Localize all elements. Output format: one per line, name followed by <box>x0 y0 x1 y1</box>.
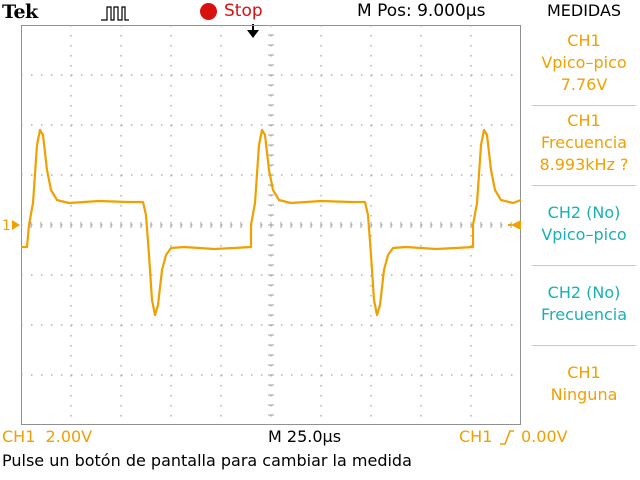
status-hint: Pulse un botón de pantalla para cambiar … <box>2 451 412 470</box>
trigger-source-readout: CH1 <box>459 427 493 446</box>
measure-slot-5-source: CH1 <box>567 363 601 382</box>
measure-slot-4-type: Frecuencia <box>540 305 628 324</box>
measure-slot-5-type: Ninguna <box>550 385 618 404</box>
menu-divider <box>532 185 636 186</box>
measure-menu-title: MEDIDAS <box>546 1 622 20</box>
ch1-vertical-scale-readout: CH1 2.00V <box>2 427 93 446</box>
measure-slot-1-type: Vpico–pico <box>541 53 627 72</box>
ch1-ground-marker: 1 <box>2 218 20 234</box>
timebase-readout: M 25.0µs <box>268 427 342 446</box>
measure-slot-2-type: Frecuencia <box>540 133 628 152</box>
ch1-ground-arrow-icon <box>12 220 20 230</box>
pulse-icon <box>101 6 129 21</box>
graticule-grid <box>21 25 521 425</box>
measure-slot-1-value: 7.76V <box>560 75 608 94</box>
menu-divider <box>532 105 636 106</box>
ch1-ground-marker-label: 1 <box>2 218 11 234</box>
measure-slot-3-source: CH2 (No) <box>547 203 621 222</box>
stop-indicator-icon <box>200 3 217 20</box>
measure-slot-3-button[interactable]: CH2 (No) Vpico–pico <box>528 202 640 246</box>
menu-divider <box>532 265 636 266</box>
menu-divider <box>532 345 636 346</box>
measure-slot-4-button[interactable]: CH2 (No) Frecuencia <box>528 282 640 326</box>
measure-slot-1-button[interactable]: CH1 Vpico–pico 7.76V <box>528 30 640 96</box>
measure-slot-1-source: CH1 <box>567 31 601 50</box>
brand-logo: Tek <box>2 1 38 23</box>
measure-slot-3-type: Vpico–pico <box>541 225 627 244</box>
waveform-display <box>21 25 521 425</box>
rising-edge-icon <box>500 430 514 445</box>
trigger-level-marker-icon <box>508 220 521 230</box>
horizontal-position-readout: M Pos: 9.000µs <box>357 1 486 21</box>
ch1-waveform <box>21 128 521 317</box>
measure-slot-4-source: CH2 (No) <box>547 283 621 302</box>
trigger-level-readout: 0.00V <box>521 427 568 446</box>
measure-slot-5-button[interactable]: CH1 Ninguna <box>528 362 640 406</box>
measure-slot-2-source: CH1 <box>567 111 601 130</box>
measure-slot-2-button[interactable]: CH1 Frecuencia 8.993kHz ? <box>528 110 640 176</box>
run-state-label: Stop <box>224 1 263 21</box>
measure-slot-2-value: 8.993kHz ? <box>539 155 629 174</box>
